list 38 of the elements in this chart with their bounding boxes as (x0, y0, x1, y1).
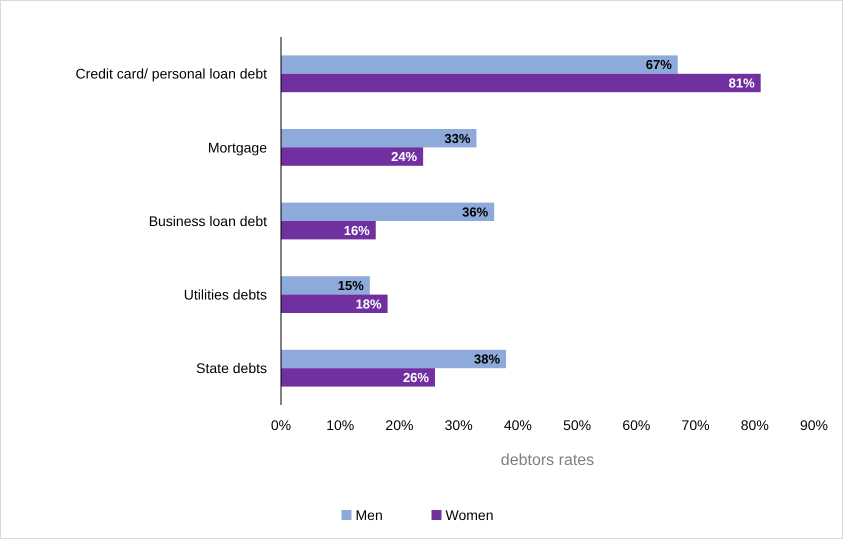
data-label: 15% (338, 278, 364, 293)
bar (281, 276, 370, 295)
x-tick-label: 10% (326, 417, 354, 433)
bar (281, 350, 506, 368)
x-tick-label: 20% (385, 417, 414, 433)
y-tick-label: Mortgage (208, 139, 268, 156)
bar (281, 202, 494, 221)
data-label: 24% (391, 149, 418, 164)
data-label: 67% (646, 57, 672, 72)
data-label: 33% (444, 130, 471, 146)
legend-label: Men (356, 506, 383, 523)
bar (281, 294, 388, 313)
x-tick-label: 50% (563, 417, 592, 433)
data-label: 38% (474, 352, 500, 367)
bar (281, 368, 435, 387)
y-tick-label: Business loan debt (148, 212, 268, 229)
bar (281, 55, 678, 74)
y-tick-label: Utilities debts (184, 286, 267, 302)
x-tick-label: 0% (270, 417, 292, 433)
data-label: 36% (462, 204, 489, 220)
x-tick-label: 30% (444, 417, 473, 433)
x-tick-label: 70% (682, 417, 710, 433)
legend-label: Women (446, 506, 494, 523)
bar (281, 221, 376, 240)
data-label: 18% (356, 296, 382, 312)
x-tick-label: 90% (800, 417, 828, 433)
x-tick-label: 80% (740, 417, 769, 433)
x-tick-label: 60% (622, 417, 650, 433)
data-label: 81% (728, 76, 756, 91)
x-axis-title: debtors rates (500, 452, 594, 469)
data-label: 16% (344, 222, 370, 238)
data-label: 26% (402, 370, 430, 385)
bar (281, 129, 476, 148)
x-tick-label: 40% (504, 417, 532, 433)
bar (281, 74, 761, 92)
y-tick-label: Credit card/ personal loan debt (76, 66, 268, 82)
bar (281, 147, 424, 166)
y-tick-label: State debts (196, 360, 267, 376)
